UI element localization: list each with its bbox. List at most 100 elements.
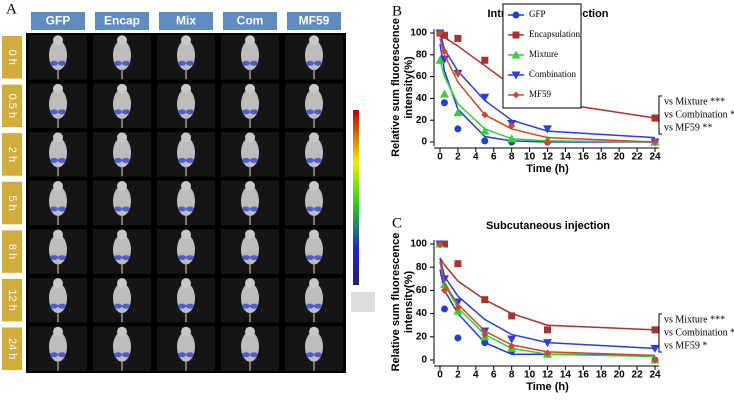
x-tick-label: 8 [509,370,515,381]
signal [114,206,122,212]
row-header [2,84,22,128]
signal [178,60,186,66]
mouse-head [181,278,191,289]
point [508,122,516,130]
signal [186,157,194,163]
bracket [658,95,662,135]
signal [122,157,130,163]
signal [250,109,258,115]
x-axis-label: Time (h) [526,163,569,175]
point [481,56,489,64]
mouse-head [245,278,255,289]
signal [178,255,186,261]
row-label: 12 h [6,289,18,310]
mouse-head [245,229,255,240]
legend-label: GFP [529,9,546,19]
point [440,305,448,313]
mouse-head [245,83,255,94]
x-tick-label: 12 [542,152,554,163]
x-tick-label: 6 [491,370,497,381]
annotation: vs Mixture *** [664,314,725,325]
mouse-head [117,132,127,143]
legend-label: MF59 [529,89,552,99]
point [507,335,517,344]
point [454,260,462,268]
signal [58,60,66,66]
point [481,330,489,338]
point [436,29,444,37]
mouse-head [181,229,191,240]
point [507,134,517,143]
column-header [31,12,85,30]
signal [250,255,258,261]
signal [114,303,122,309]
signal [58,303,66,309]
mouse-head [117,35,127,46]
signal [242,157,250,163]
column-header [159,12,213,30]
signal [314,60,322,66]
signal [250,206,258,212]
x-tick-label: 18 [596,152,608,163]
row-label: 24 h [6,338,18,359]
signal [58,109,66,115]
x-tick-label: 18 [596,370,608,381]
point [543,125,552,134]
point [512,91,520,99]
annotation: vs MF59 ** [664,122,712,133]
signal [178,352,186,358]
point [544,138,551,146]
signal [242,60,250,66]
mouse-head [309,132,319,143]
point [454,69,462,77]
y-tick-label: 60 [416,285,428,296]
point [512,31,520,39]
signal [114,60,122,66]
fit-line [439,257,656,350]
signal [50,206,58,212]
y-tick-label: 80 [416,262,428,273]
point [439,55,449,64]
point [453,108,463,117]
y-axis-label: intensity(%) [403,270,415,333]
mouse-head [309,181,319,191]
signal [306,303,314,309]
x-tick-label: 20 [614,152,626,163]
mouse-head [181,35,191,46]
x-tick-label: 0 [437,152,443,163]
point [440,99,448,107]
row-label: 0.5 h [6,94,18,118]
signal [58,352,66,358]
mouse-head [53,326,63,337]
row-label: 5 h [6,195,18,210]
point [454,334,462,342]
signal [58,206,66,212]
mouse-head [53,229,63,240]
x-tick-label: 8 [509,152,515,163]
signal [122,303,130,309]
signal [122,109,130,115]
point [512,11,520,19]
column-label: Encap [104,14,140,28]
point [435,55,445,64]
y-axis-label: intensity(%) [403,56,415,119]
y-tick-label: 0 [421,137,427,148]
annotation: vs MF59 * [664,340,707,351]
row-header [2,36,22,79]
signal [306,60,314,66]
mouse-head [117,229,127,240]
y-tick-label: 40 [416,93,428,104]
signal [58,255,66,261]
point [651,356,659,364]
row-label: 8 h [6,244,18,259]
column-label: Com [237,14,264,28]
signal [50,109,58,115]
point [480,126,490,135]
mouse-head [117,83,127,94]
signal [306,109,314,115]
mouse-head [181,132,191,143]
signal [314,109,322,115]
mouse-head [117,278,127,289]
